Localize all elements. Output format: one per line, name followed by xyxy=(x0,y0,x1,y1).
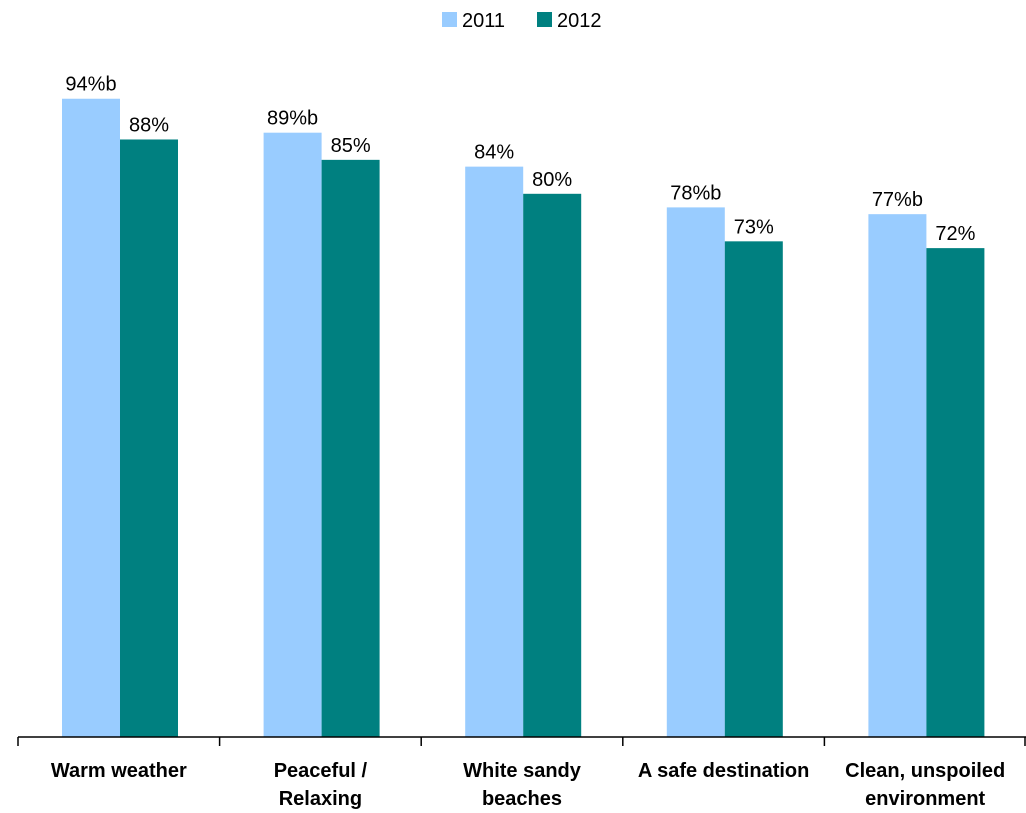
data-label-2011-5: 77%b xyxy=(872,189,923,211)
legend-label-2012: 2012 xyxy=(557,10,602,32)
data-label-2011-2: 89%b xyxy=(267,108,318,130)
legend-swatch-2012 xyxy=(537,12,552,27)
x-tick-label-2: Relaxing xyxy=(279,788,362,810)
bar-2011-2 xyxy=(263,132,322,737)
x-tick-label-3: White sandy xyxy=(463,760,582,782)
legend-swatch-2011 xyxy=(442,12,457,27)
bar-2012-3 xyxy=(523,193,582,738)
chart-legend: 2011 2012 xyxy=(442,10,602,32)
bar-2012-5 xyxy=(926,248,985,737)
bar-2011-4 xyxy=(666,207,725,737)
bar-2011-3 xyxy=(465,166,524,737)
x-tick-label-group: Warm weather Peaceful / Relaxing White sand… xyxy=(51,760,1005,810)
bar-2011-5 xyxy=(868,214,927,738)
data-label-2011-3: 84% xyxy=(474,142,514,164)
data-label-2012-2: 85% xyxy=(331,135,371,157)
x-axis xyxy=(17,736,1026,746)
data-label-2012-1: 88% xyxy=(129,114,169,136)
bar-2012-2 xyxy=(321,159,380,738)
legend-label-2011: 2011 xyxy=(462,10,505,32)
bar-2012-1 xyxy=(120,139,178,738)
data-label-2012-3: 80% xyxy=(532,169,572,191)
bar-2012-4 xyxy=(724,241,783,737)
bar-2011-1 xyxy=(62,98,120,738)
x-tick-label-5: environment xyxy=(865,788,985,810)
x-tick-label-3: beaches xyxy=(482,788,562,810)
data-label-group: 94%b 89%b 84% 78%b 77%b 88% 85% 80% 73% 72% xyxy=(65,74,975,245)
x-tick-label-5: Clean, unspoiled xyxy=(845,760,1005,782)
data-label-2011-1: 94%b xyxy=(65,74,116,96)
bar-group xyxy=(62,98,985,738)
x-tick-label-1: Warm weather xyxy=(51,760,187,782)
data-label-2011-4: 78%b xyxy=(670,182,721,204)
data-label-2012-4: 73% xyxy=(734,216,774,238)
x-tick-label-2: Peaceful / xyxy=(274,760,368,782)
data-label-2012-5: 72% xyxy=(935,223,975,245)
x-tick-label-4: A safe destination xyxy=(638,760,810,782)
